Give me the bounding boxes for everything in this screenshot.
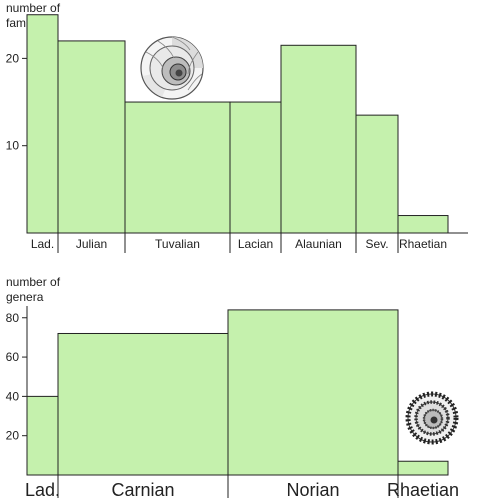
families-cat-ladinian: Lad. [31,237,54,251]
families-yticks: 10 20 [6,51,27,153]
genera-bar-carnian [57,332,229,476]
families-cat-julian: Julian [76,237,107,251]
families-bar-alaunian [280,44,357,234]
families-category-dividers [57,233,399,253]
families-cat-rhaetian: Rhaetian [399,237,447,251]
genera-ytick-label-80: 80 [6,311,20,325]
genera-category-labels: Lad. Carnian Norian Rhaetian [25,480,459,498]
genera-yticks: 20 40 60 80 [6,311,27,443]
genera-ytick-label-40: 40 [6,389,20,403]
families-bar-sevatian [355,114,399,234]
families-ytick-label-10: 10 [6,139,20,153]
genera-cat-carnian: Carnian [111,480,174,498]
genera-cat-ladinian: Lad. [25,480,60,498]
families-bar-ladinian [26,14,59,234]
genera-bar-ladinian [26,395,59,476]
families-cat-alaunian: Alaunian [295,237,342,251]
families-bar-lacian [229,101,282,234]
families-bar-rhaetian [397,215,449,234]
genera-bars [26,309,449,476]
families-bar-tuvalian [124,101,231,234]
families-bars [26,14,449,234]
families-chart: number of families 10 20 [6,1,468,253]
families-ytick-label-20: 20 [6,51,20,65]
ammonite-shell-smooth-image [140,36,204,100]
families-ylabel-line1: number of [6,1,61,15]
families-bar-julian [57,40,126,234]
genera-ylabel-line2: genera [6,290,44,304]
ammonite-shell-ribbed-image [405,391,459,445]
families-category-labels: Lad. Julian Tuvalian Lacian Alaunian Sev… [31,237,447,251]
genera-bar-rhaetian [397,460,449,476]
families-cat-lacian: Lacian [238,237,273,251]
genera-cat-norian: Norian [286,480,339,498]
genera-ylabel-line1: number of [6,275,61,289]
families-cat-tuvalian: Tuvalian [155,237,200,251]
genera-ytick-label-60: 60 [6,350,20,364]
families-cat-sevatian: Sev. [365,237,388,251]
genera-cat-rhaetian: Rhaetian [387,480,459,498]
genera-ytick-label-20: 20 [6,429,20,443]
genera-bar-norian [227,309,399,476]
genera-chart: number of genera 20 40 60 80 Lad. [6,275,459,498]
genera-category-dividers [57,475,399,498]
